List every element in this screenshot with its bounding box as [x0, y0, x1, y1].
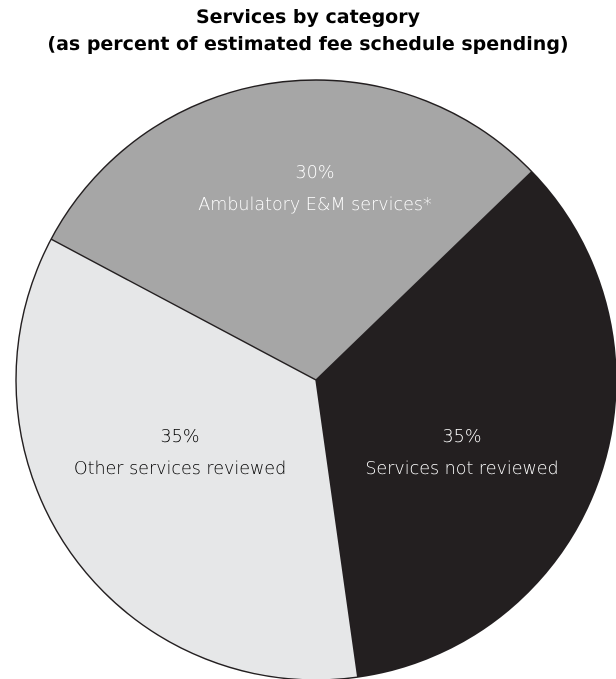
slice-separator-1: [50, 238, 317, 381]
slice-percent-label: 35%: [161, 427, 200, 447]
slice-category-label: Other services reviewed: [74, 459, 286, 479]
chart-title-block: Services by category (as percent of esti…: [0, 4, 616, 58]
slice-separator-3: [315, 379, 359, 678]
chart-subtitle: (as percent of estimated fee schedule sp…: [47, 33, 569, 55]
slice-percent-label: 30%: [296, 163, 335, 183]
slice-percent-label: 35%: [443, 427, 482, 447]
slice-separator-2: [315, 171, 533, 381]
pie-slice-3: [16, 239, 358, 679]
slice-category-label: Services not reviewed: [365, 459, 558, 479]
slice-category-label: Ambulatory E&M services*: [198, 195, 432, 215]
pie-outline: [15, 79, 616, 679]
chart-title: Services by category: [196, 6, 420, 28]
pie-slice-1: [51, 80, 532, 380]
pie-slice-2: [316, 171, 616, 678]
